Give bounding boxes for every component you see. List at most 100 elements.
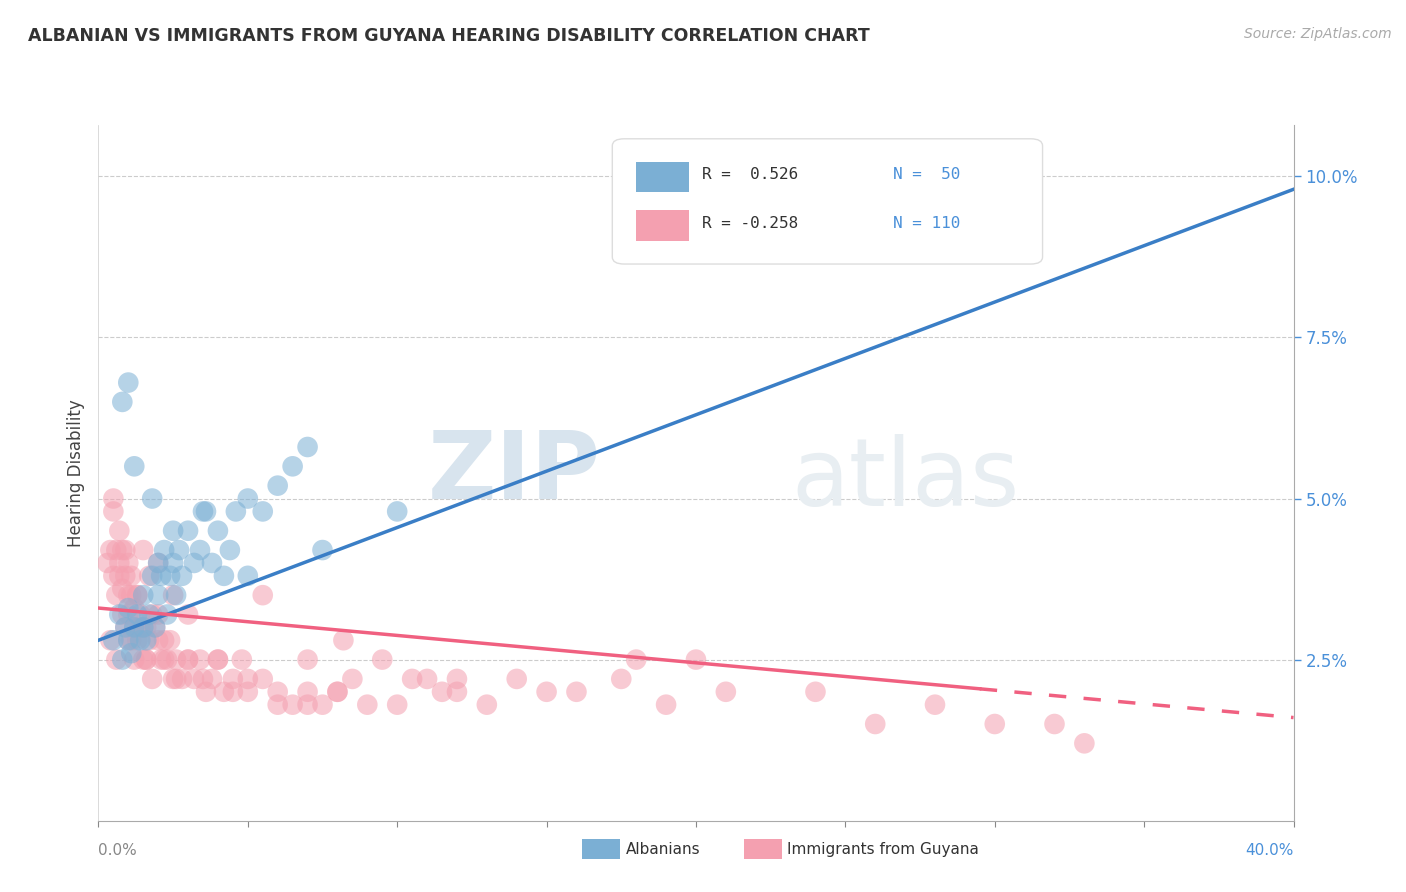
- Point: [236, 685, 259, 699]
- Point: [565, 685, 588, 699]
- Point: [804, 685, 827, 699]
- FancyBboxPatch shape: [636, 211, 689, 241]
- Text: Albanians: Albanians: [626, 842, 700, 856]
- Point: [183, 672, 205, 686]
- Text: R = -0.258: R = -0.258: [702, 216, 799, 231]
- Point: [156, 652, 179, 666]
- Point: [475, 698, 498, 712]
- Point: [132, 588, 155, 602]
- Point: [267, 478, 290, 492]
- Point: [138, 569, 160, 583]
- Point: [114, 569, 136, 583]
- Point: [162, 556, 184, 570]
- Text: 0.0%: 0.0%: [98, 843, 138, 858]
- Point: [356, 698, 378, 712]
- Point: [252, 504, 274, 518]
- Point: [105, 543, 128, 558]
- Point: [297, 652, 319, 666]
- Point: [311, 543, 333, 558]
- Point: [129, 620, 152, 634]
- Point: [172, 672, 194, 686]
- Point: [177, 524, 200, 538]
- Point: [143, 620, 166, 634]
- Point: [120, 569, 142, 583]
- Point: [371, 652, 394, 666]
- Point: [188, 652, 211, 666]
- Point: [159, 633, 181, 648]
- Point: [610, 672, 633, 686]
- Point: [108, 607, 131, 622]
- Text: ZIP: ZIP: [427, 426, 600, 519]
- Point: [162, 588, 184, 602]
- Point: [141, 569, 163, 583]
- Point: [714, 685, 737, 699]
- Point: [385, 504, 409, 518]
- Point: [167, 543, 190, 558]
- Point: [201, 672, 224, 686]
- Point: [297, 440, 319, 454]
- Point: [416, 672, 439, 686]
- Point: [326, 685, 349, 699]
- Point: [129, 620, 152, 634]
- Point: [127, 588, 149, 602]
- Point: [924, 698, 946, 712]
- Point: [326, 685, 349, 699]
- Point: [135, 620, 157, 634]
- Point: [281, 698, 304, 712]
- Point: [117, 588, 139, 602]
- Point: [120, 588, 142, 602]
- Point: [212, 685, 235, 699]
- Point: [446, 685, 468, 699]
- Point: [103, 491, 125, 506]
- Point: [114, 620, 136, 634]
- Point: [267, 685, 290, 699]
- Point: [685, 652, 707, 666]
- Point: [111, 607, 134, 622]
- Point: [135, 652, 157, 666]
- Point: [153, 543, 176, 558]
- Point: [191, 672, 214, 686]
- Point: [207, 652, 229, 666]
- Point: [207, 652, 229, 666]
- Point: [124, 620, 146, 634]
- Point: [132, 543, 155, 558]
- Point: [236, 569, 259, 583]
- Point: [194, 685, 218, 699]
- Point: [162, 672, 184, 686]
- Point: [150, 652, 173, 666]
- Point: [132, 620, 155, 634]
- Point: [311, 698, 333, 712]
- Text: R =  0.526: R = 0.526: [702, 168, 799, 183]
- Point: [111, 652, 134, 666]
- Point: [117, 556, 139, 570]
- Point: [138, 607, 160, 622]
- Point: [141, 672, 163, 686]
- Point: [225, 504, 247, 518]
- Point: [98, 633, 122, 648]
- Text: N =  50: N = 50: [893, 168, 960, 183]
- Point: [281, 459, 304, 474]
- Point: [127, 633, 149, 648]
- Point: [252, 672, 274, 686]
- Point: [222, 685, 245, 699]
- Point: [111, 582, 134, 596]
- Point: [153, 633, 176, 648]
- Point: [103, 504, 125, 518]
- Point: [297, 698, 319, 712]
- Point: [150, 569, 173, 583]
- Point: [148, 633, 170, 648]
- Point: [111, 543, 134, 558]
- Point: [120, 633, 142, 648]
- Point: [120, 646, 142, 660]
- Point: [132, 620, 155, 634]
- Point: [177, 652, 200, 666]
- FancyBboxPatch shape: [636, 161, 689, 193]
- Point: [165, 652, 187, 666]
- Point: [124, 620, 146, 634]
- Point: [98, 543, 122, 558]
- Point: [506, 672, 529, 686]
- Text: 40.0%: 40.0%: [1246, 843, 1294, 858]
- Point: [183, 556, 205, 570]
- Text: Source: ZipAtlas.com: Source: ZipAtlas.com: [1244, 27, 1392, 41]
- Point: [117, 601, 139, 615]
